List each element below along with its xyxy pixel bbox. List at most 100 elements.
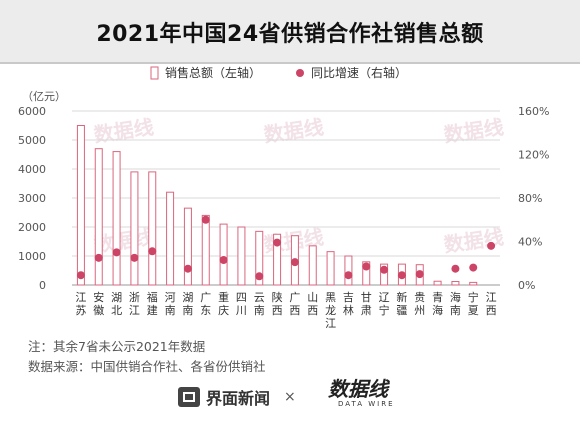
category-label: 青海 — [432, 291, 443, 317]
watermark: 数据线 — [262, 115, 325, 147]
bar — [94, 148, 103, 286]
bar — [148, 171, 157, 286]
bar — [451, 281, 460, 286]
watermark: 数据线 — [442, 115, 505, 147]
dot — [148, 247, 157, 256]
watermark: 数据线 — [442, 225, 505, 257]
left-axis: 0 1000 2000 3000 4000 5000 6000 — [18, 105, 46, 292]
category-label: 云南 — [254, 291, 265, 317]
dot — [219, 255, 228, 264]
category-labels: 江苏安徽湖北浙江福建河南湖南广东重庆四川云南陕西广西山西黑龙江吉林甘肃辽宁新疆贵… — [75, 290, 496, 330]
bar — [76, 125, 85, 286]
left-tick-label: 5000 — [18, 134, 46, 147]
bar — [469, 281, 478, 286]
bar — [219, 223, 228, 286]
category-label: 广东 — [200, 291, 211, 317]
right-tick-label: 0% — [518, 279, 535, 292]
dot — [255, 272, 264, 281]
category-label: 海南 — [450, 290, 461, 317]
bar — [237, 226, 246, 286]
watermark: 数据线 — [92, 115, 155, 147]
category-label: 甘肃 — [361, 291, 372, 317]
bar — [112, 151, 121, 286]
dot — [130, 253, 139, 262]
source-note: 数据来源：中国供销合作社、各省份供销社 — [28, 359, 266, 374]
dot — [487, 241, 496, 250]
dot — [451, 264, 460, 273]
dot — [94, 253, 103, 262]
right-tick-label: 120% — [518, 149, 549, 162]
category-label: 福建 — [147, 290, 158, 317]
legend: 销售总额（左轴） 同比增速（右轴） — [150, 65, 407, 80]
right-tick-label: 80% — [518, 192, 542, 205]
dot — [112, 248, 121, 257]
left-tick-label: 1000 — [18, 250, 46, 263]
legend-dot-swatch — [296, 69, 304, 77]
category-label: 宁夏 — [468, 290, 479, 317]
category-label: 江苏 — [75, 291, 86, 317]
category-label: 贵州 — [414, 291, 425, 317]
category-label: 新疆 — [396, 290, 407, 317]
dot — [415, 270, 424, 279]
left-tick-label: 3000 — [18, 192, 46, 205]
grid — [72, 110, 500, 286]
bar — [326, 251, 335, 286]
left-axis-unit: （亿元） — [22, 90, 66, 103]
dots — [76, 215, 496, 281]
times-sign: × — [284, 389, 296, 405]
legend-bar-swatch — [150, 66, 159, 80]
dot — [344, 271, 353, 280]
category-label: 河南 — [165, 291, 176, 317]
bar — [308, 245, 317, 286]
legend-dot-label: 同比增速（右轴） — [311, 65, 407, 80]
bar — [273, 233, 282, 286]
category-label: 陕西 — [272, 290, 283, 317]
dot — [183, 264, 192, 273]
bar — [130, 171, 139, 286]
bar — [201, 214, 210, 286]
dot — [201, 215, 210, 224]
chart-title: 2021年中国24省供销合作社销售总额 — [96, 22, 484, 47]
category-label: 吉林 — [343, 291, 354, 317]
left-tick-label: 4000 — [18, 163, 46, 176]
dot — [380, 265, 389, 274]
category-label: 山西 — [307, 291, 318, 317]
legend-bar-label: 销售总额（左轴） — [165, 65, 261, 80]
dot — [76, 271, 85, 280]
right-tick-label: 40% — [518, 236, 542, 249]
note: 注：其余7省未公示2021年数据 — [28, 339, 206, 354]
jiemian-icon — [178, 387, 200, 407]
datawire-cn: 数据线 — [328, 377, 388, 401]
category-label: 重庆 — [218, 290, 229, 317]
bar — [255, 230, 264, 286]
bar — [433, 280, 442, 286]
left-tick-label: 2000 — [18, 221, 46, 234]
bars — [76, 125, 478, 286]
dot — [290, 258, 299, 267]
datawire-logo: 数据线 DATA WIRE — [328, 378, 395, 412]
bar — [183, 207, 192, 286]
category-label: 安徽 — [93, 290, 104, 317]
category-label: 湖南 — [182, 291, 193, 317]
bar — [380, 263, 389, 286]
dot — [273, 238, 282, 247]
category-label: 广西 — [289, 291, 300, 317]
category-label: 湖北 — [111, 291, 122, 317]
dot — [469, 263, 478, 272]
dot — [397, 271, 406, 280]
bar — [166, 191, 175, 286]
right-tick-label: 160% — [518, 105, 549, 118]
bar — [344, 255, 353, 286]
bar — [362, 261, 371, 286]
dot — [362, 262, 371, 271]
left-tick-label: 0 — [39, 279, 46, 292]
left-tick-label: 6000 — [18, 105, 46, 118]
category-label: 四川 — [236, 291, 247, 317]
chart: 数据线 数据线 数据线 数据线 数据线 数据线 销售总额（左轴） 同比增速（右轴… — [18, 65, 549, 330]
category-label: 浙江 — [129, 291, 140, 317]
title-bar: 2021年中国24省供销合作社销售总额 — [0, 0, 580, 64]
category-label: 黑龙江 — [325, 291, 336, 330]
datawire-en: DATA WIRE — [338, 400, 395, 408]
jiemian-label: 界面新闻 — [206, 389, 271, 408]
category-label: 辽宁 — [379, 291, 390, 317]
